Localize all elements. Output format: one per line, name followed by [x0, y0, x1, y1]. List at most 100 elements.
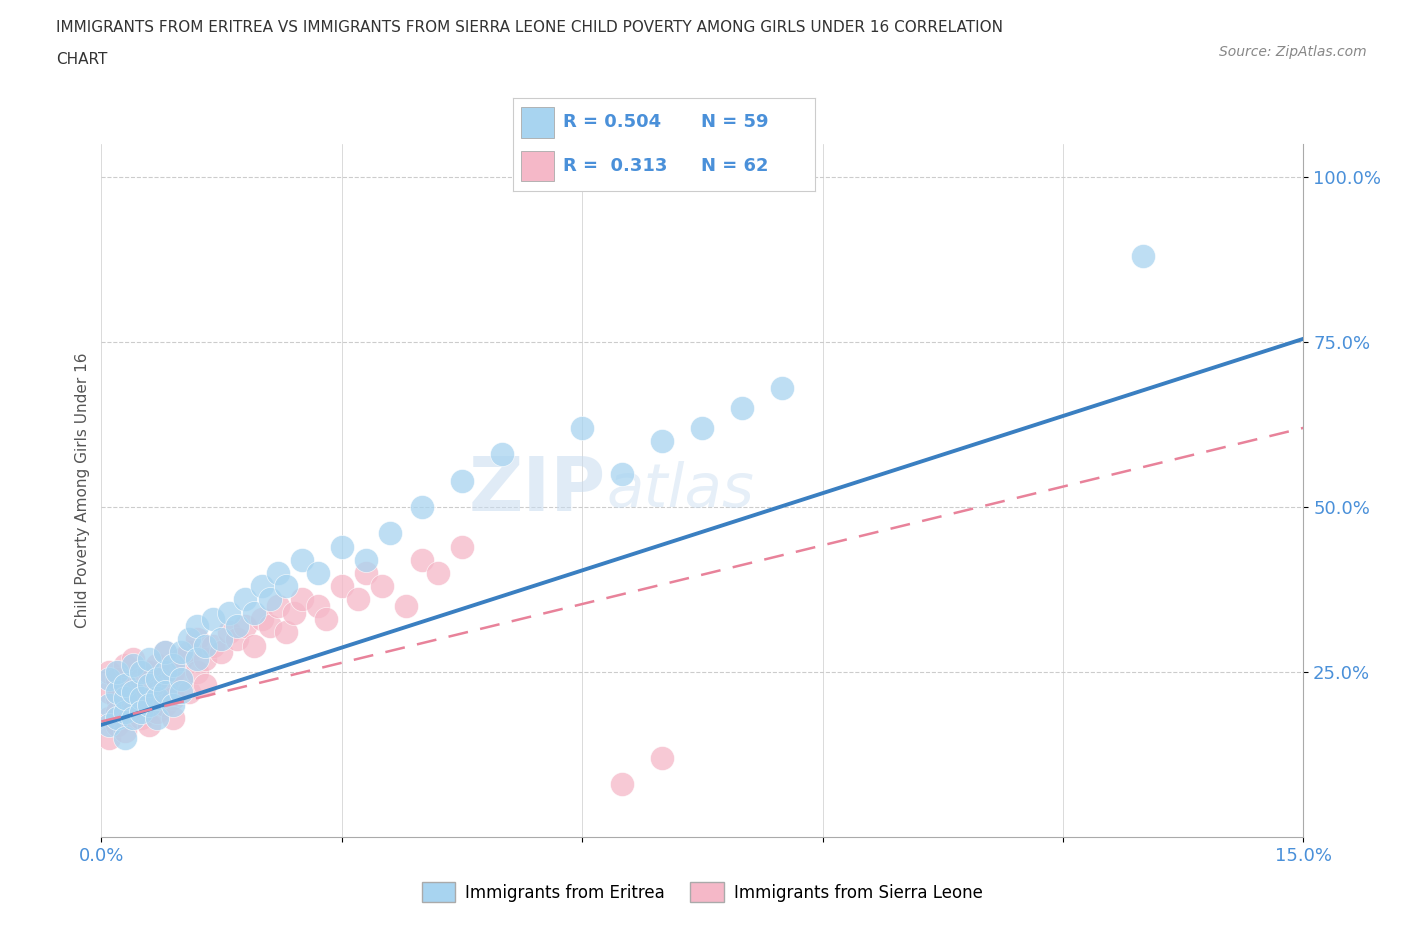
Point [690, 420, 713, 435]
Point [155, 678, 177, 693]
Point [346, 592, 368, 607]
Text: IMMIGRANTS FROM ERITREA VS IMMIGRANTS FROM SIERRA LEONE CHILD POVERTY AMONG GIRL: IMMIGRANTS FROM ERITREA VS IMMIGRANTS FR… [56, 20, 1004, 35]
Point [98, 717, 121, 732]
Point [194, 678, 217, 693]
Text: N = 59: N = 59 [700, 113, 768, 131]
Text: atlas: atlas [606, 461, 754, 520]
Point [162, 691, 184, 706]
Point [98, 665, 121, 680]
Point [129, 691, 153, 706]
Point [146, 704, 169, 719]
Point [162, 665, 184, 680]
Point [129, 665, 153, 680]
Point [138, 678, 160, 693]
Point [354, 565, 377, 580]
Point [122, 704, 145, 719]
Point [105, 691, 128, 706]
Point [315, 612, 337, 627]
Point [146, 684, 169, 699]
Point [155, 698, 177, 712]
Point [114, 678, 136, 693]
Y-axis label: Child Poverty Among Girls Under 16: Child Poverty Among Girls Under 16 [75, 352, 90, 629]
Point [98, 684, 121, 699]
Point [235, 618, 257, 633]
Point [651, 751, 673, 765]
Point [250, 612, 273, 627]
Point [114, 691, 136, 706]
Point [122, 684, 145, 699]
Point [179, 631, 201, 646]
Point [146, 658, 169, 673]
Point [105, 684, 128, 699]
Point [290, 592, 312, 607]
Point [155, 644, 177, 659]
Point [98, 671, 121, 686]
Point [170, 671, 193, 686]
Point [211, 644, 233, 659]
Point [122, 651, 145, 666]
Point [242, 605, 264, 620]
Point [155, 644, 177, 659]
Point [450, 539, 472, 554]
Point [155, 665, 177, 680]
Point [307, 565, 329, 580]
Point [170, 651, 193, 666]
Point [330, 578, 353, 593]
Point [114, 698, 136, 712]
Point [138, 717, 160, 732]
Point [146, 711, 169, 725]
Point [283, 605, 305, 620]
Point [186, 618, 208, 633]
Point [290, 552, 312, 567]
Point [307, 599, 329, 614]
Text: CHART: CHART [56, 52, 108, 67]
Point [98, 731, 121, 746]
Point [114, 724, 136, 738]
Point [274, 578, 297, 593]
Point [259, 618, 281, 633]
Point [162, 698, 184, 712]
Point [186, 631, 208, 646]
Point [770, 381, 793, 396]
Point [235, 592, 257, 607]
Point [105, 717, 128, 732]
Point [129, 704, 153, 719]
Point [129, 691, 153, 706]
Point [170, 671, 193, 686]
Point [129, 671, 153, 686]
Point [194, 638, 217, 653]
Point [411, 499, 433, 514]
Point [218, 625, 240, 640]
Point [731, 401, 754, 416]
Point [155, 684, 177, 699]
Point [266, 565, 288, 580]
Point [122, 658, 145, 673]
Point [170, 644, 193, 659]
Point [651, 433, 673, 448]
Point [105, 665, 128, 680]
Text: Source: ZipAtlas.com: Source: ZipAtlas.com [1219, 45, 1367, 59]
Point [105, 671, 128, 686]
Point [105, 711, 128, 725]
Point [194, 651, 217, 666]
Point [226, 618, 249, 633]
Text: ZIP: ZIP [468, 454, 606, 527]
Point [179, 684, 201, 699]
Point [426, 565, 449, 580]
Point [450, 473, 472, 488]
Text: R =  0.313: R = 0.313 [562, 157, 668, 175]
Point [274, 625, 297, 640]
Point [202, 638, 225, 653]
Point [122, 684, 145, 699]
Point [114, 678, 136, 693]
Point [129, 711, 153, 725]
FancyBboxPatch shape [520, 107, 554, 138]
Point [122, 711, 145, 725]
Point [259, 592, 281, 607]
Point [186, 651, 208, 666]
Point [98, 711, 121, 725]
Point [218, 605, 240, 620]
Point [146, 671, 169, 686]
Point [211, 631, 233, 646]
Point [571, 420, 593, 435]
